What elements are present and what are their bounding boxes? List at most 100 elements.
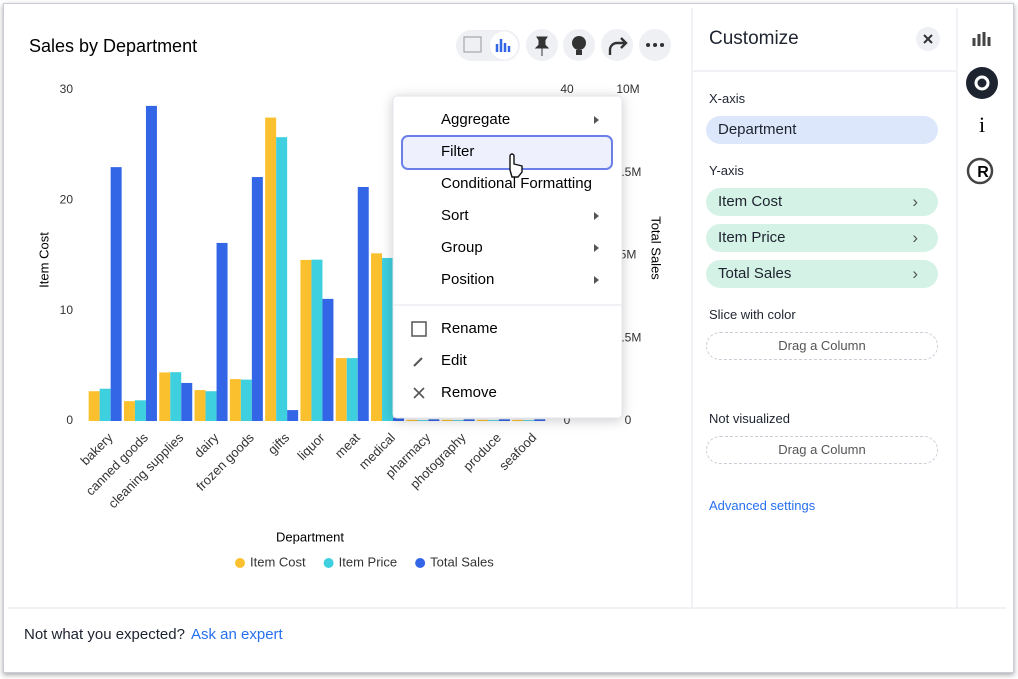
cursor bbox=[509, 153, 523, 178]
footer-link[interactable]: Ask an expert bbox=[191, 626, 283, 643]
x-tick-label: meat bbox=[332, 430, 363, 461]
x-tick-label: produce bbox=[460, 430, 504, 474]
bar bbox=[487, 420, 499, 421]
settings-tab[interactable] bbox=[966, 67, 998, 99]
bar bbox=[371, 253, 383, 421]
bar bbox=[240, 379, 252, 421]
bar bbox=[251, 177, 263, 421]
y-tick-label: 0 bbox=[66, 413, 73, 427]
bar bbox=[110, 167, 122, 421]
bar bbox=[452, 420, 464, 421]
menu-item[interactable]: Filter bbox=[441, 143, 474, 160]
y-axis-pill[interactable]: Item Cost › bbox=[706, 188, 938, 216]
chart-icon bbox=[495, 39, 511, 52]
y3-tick-label: 0 bbox=[625, 413, 632, 427]
y2-tick-label: 0 bbox=[564, 413, 571, 427]
legend-label: Total Sales bbox=[430, 554, 494, 569]
panel-title: Customize bbox=[709, 28, 799, 49]
bar bbox=[476, 419, 488, 421]
legend-swatch bbox=[415, 558, 426, 568]
gear-icon bbox=[974, 75, 990, 91]
y3-tick-label: 5M bbox=[620, 248, 637, 262]
x-axis-title: Department bbox=[276, 529, 344, 544]
bar bbox=[346, 358, 358, 421]
y3-axis-title: Total Sales bbox=[649, 216, 664, 280]
bar bbox=[123, 401, 135, 421]
section-label: Y-axis bbox=[709, 163, 744, 178]
close-icon bbox=[923, 34, 933, 44]
section-label: Not visualized bbox=[709, 411, 790, 426]
bulb-icon bbox=[572, 36, 586, 50]
x-axis-pill[interactable]: Department bbox=[706, 116, 938, 144]
table-icon bbox=[463, 36, 482, 53]
legend-label: Item Price bbox=[339, 554, 398, 569]
bar bbox=[134, 400, 146, 421]
drop-zone[interactable]: Drag a Column bbox=[706, 436, 938, 464]
menu-item[interactable]: Conditional Formatting bbox=[441, 175, 592, 192]
context-menu: Aggregate Filter Conditional Formatting Sor… bbox=[392, 95, 623, 419]
bar bbox=[406, 419, 418, 421]
menu-item[interactable]: Aggregate bbox=[441, 111, 510, 128]
bar bbox=[441, 419, 453, 421]
y-axis-pill[interactable]: Total Sales › bbox=[706, 260, 938, 288]
bar bbox=[417, 420, 429, 421]
y2-tick-label: 40 bbox=[560, 82, 574, 96]
bar bbox=[265, 117, 277, 421]
bar bbox=[498, 419, 510, 421]
chevron: › bbox=[912, 264, 918, 283]
section-label: Slice with color bbox=[709, 307, 796, 322]
bar bbox=[145, 105, 157, 421]
bar bbox=[322, 298, 334, 421]
footer-text: Not what you expected? bbox=[24, 626, 185, 643]
rename-icon bbox=[411, 321, 427, 337]
submenu-arrow bbox=[594, 276, 599, 284]
chart-tab-icon[interactable] bbox=[972, 32, 991, 46]
bar bbox=[194, 390, 206, 421]
chevron: › bbox=[912, 228, 918, 247]
y-axis-pill[interactable]: Item Price › bbox=[706, 224, 938, 252]
legend: Item Cost Item Price Total Sales bbox=[235, 554, 494, 569]
menu-highlight bbox=[401, 135, 613, 170]
drop-zone[interactable]: Drag a Column bbox=[706, 332, 938, 360]
submenu-arrow bbox=[594, 212, 599, 220]
bar bbox=[512, 419, 524, 421]
r-tab-label: R bbox=[977, 164, 989, 181]
section-label: X-axis bbox=[709, 91, 746, 106]
bar bbox=[205, 391, 217, 421]
bar bbox=[523, 420, 535, 421]
menu-action[interactable]: Edit bbox=[441, 352, 468, 369]
remove-icon bbox=[413, 387, 425, 399]
bar bbox=[311, 259, 323, 421]
footer-bg bbox=[4, 609, 1006, 661]
pin-icon bbox=[534, 36, 550, 56]
legend-label: Item Cost bbox=[250, 554, 306, 569]
r-tab[interactable] bbox=[966, 157, 994, 185]
x-tick-label: seafood bbox=[496, 430, 539, 473]
edit-icon bbox=[413, 357, 423, 367]
info-tab[interactable]: i bbox=[979, 112, 985, 137]
advanced-link[interactable]: Advanced settings bbox=[709, 498, 816, 513]
share-icon bbox=[608, 37, 628, 55]
x-tick-label: gifts bbox=[265, 430, 293, 458]
bar bbox=[357, 186, 369, 421]
menu-action[interactable]: Remove bbox=[441, 384, 497, 401]
y-tick-label: 30 bbox=[60, 82, 74, 96]
bar bbox=[287, 410, 299, 421]
bar bbox=[300, 259, 312, 421]
menu-item[interactable]: Sort bbox=[441, 207, 469, 224]
menu-action[interactable]: Rename bbox=[441, 320, 498, 337]
menu-item[interactable]: Group bbox=[441, 239, 483, 256]
bar bbox=[335, 358, 347, 421]
menu-bg bbox=[392, 95, 623, 419]
share-button[interactable] bbox=[601, 29, 633, 61]
bar bbox=[181, 382, 193, 421]
chevron: › bbox=[912, 192, 918, 211]
bar bbox=[159, 372, 171, 421]
menu-item[interactable]: Position bbox=[441, 271, 494, 288]
bar bbox=[463, 419, 475, 421]
bar bbox=[229, 379, 241, 421]
y-tick-label: 20 bbox=[60, 193, 74, 207]
y-tick-label: 10 bbox=[60, 303, 74, 317]
submenu-arrow bbox=[594, 116, 599, 124]
